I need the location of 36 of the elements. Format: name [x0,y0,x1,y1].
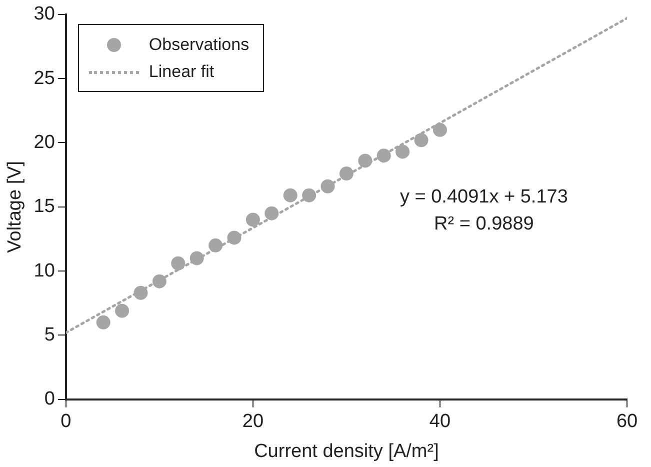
point [227,230,242,245]
y-tick-label: 25 [34,68,55,89]
x-tick-label: 40 [429,411,451,432]
point [376,148,391,163]
point [432,122,447,137]
annotation: y = 0.4091x + 5.173 [400,186,568,208]
y-tick-label: 15 [34,196,55,218]
point [358,154,372,168]
point [190,251,204,266]
point [396,144,410,159]
point [115,304,130,318]
x-axis-title: Current density [A/m²] [254,440,439,462]
legend-label: Linear fit [148,62,214,82]
y-tick-label: 10 [34,260,55,282]
x-tick-label: 0 [60,411,72,432]
y-tick-label: 0 [44,388,55,410]
point [134,286,148,300]
point [208,238,223,252]
point [246,212,260,227]
y-tick-label: 30 [34,4,55,25]
point [320,179,335,194]
point [283,188,298,202]
y-tick-label: 5 [44,324,55,346]
point [264,206,279,220]
point [96,315,110,330]
y-axis-title: Voltage [V] [4,160,26,253]
point [171,256,186,270]
point [302,188,316,202]
annotation: R² = 0.9889 [434,214,534,235]
x-tick-label: 60 [616,411,638,432]
point [339,166,354,181]
y-tick-label: 20 [34,132,55,153]
point [414,133,428,148]
point [152,274,166,288]
x-tick-label: 20 [242,411,264,432]
legend-label: Observations [148,34,250,55]
